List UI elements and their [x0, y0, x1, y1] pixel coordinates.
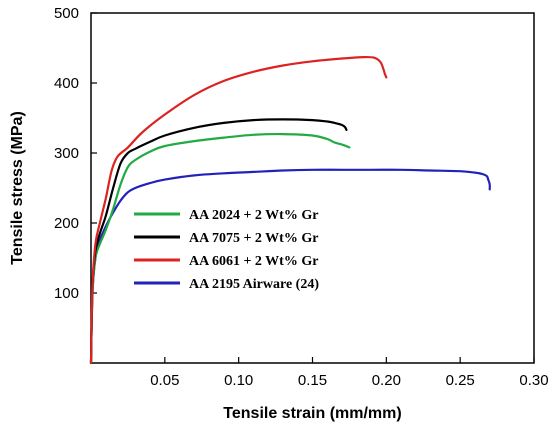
x-axis-ticks: 0.05 0.10 0.15 0.20 0.25 0.30: [150, 357, 549, 389]
legend-label: AA 7075 + 2 Wt% Gr: [189, 231, 318, 246]
plot-frame: [90, 12, 535, 364]
y-tick-label: 500: [54, 5, 79, 22]
x-axis-title: Tensile strain (mm/mm): [223, 405, 401, 422]
x-tick-label: 0.20: [372, 372, 401, 389]
x-tick-label: 0.15: [298, 372, 327, 389]
y-tick-label: 300: [54, 145, 79, 162]
legend-label: AA 2024 + 2 Wt% Gr: [189, 208, 318, 223]
series-line-1: [89, 118, 348, 365]
y-tick-label: 400: [54, 75, 79, 92]
legend: AA 2024 + 2 Wt% Gr AA 7075 + 2 Wt% Gr AA 6…: [134, 208, 319, 292]
x-tick-label: 0.30: [519, 372, 548, 389]
series-line-2: [89, 55, 388, 365]
x-tick-label: 0.25: [446, 372, 475, 389]
series-line-0: [89, 132, 351, 365]
x-tick-label: 0.10: [224, 372, 253, 389]
y-axis-ticks: 100 200 300 400 500: [54, 5, 97, 302]
x-tick-label: 0.05: [150, 372, 179, 389]
legend-label: AA 6061 + 2 Wt% Gr: [189, 254, 318, 269]
y-tick-label: 200: [54, 215, 79, 232]
y-tick-label: 100: [54, 285, 79, 302]
y-axis-title: Tensile stress (MPa): [9, 111, 26, 265]
legend-label: AA 2195 Airware (24): [189, 277, 319, 292]
plot-border: [90, 12, 535, 364]
series-lines: [89, 55, 491, 365]
